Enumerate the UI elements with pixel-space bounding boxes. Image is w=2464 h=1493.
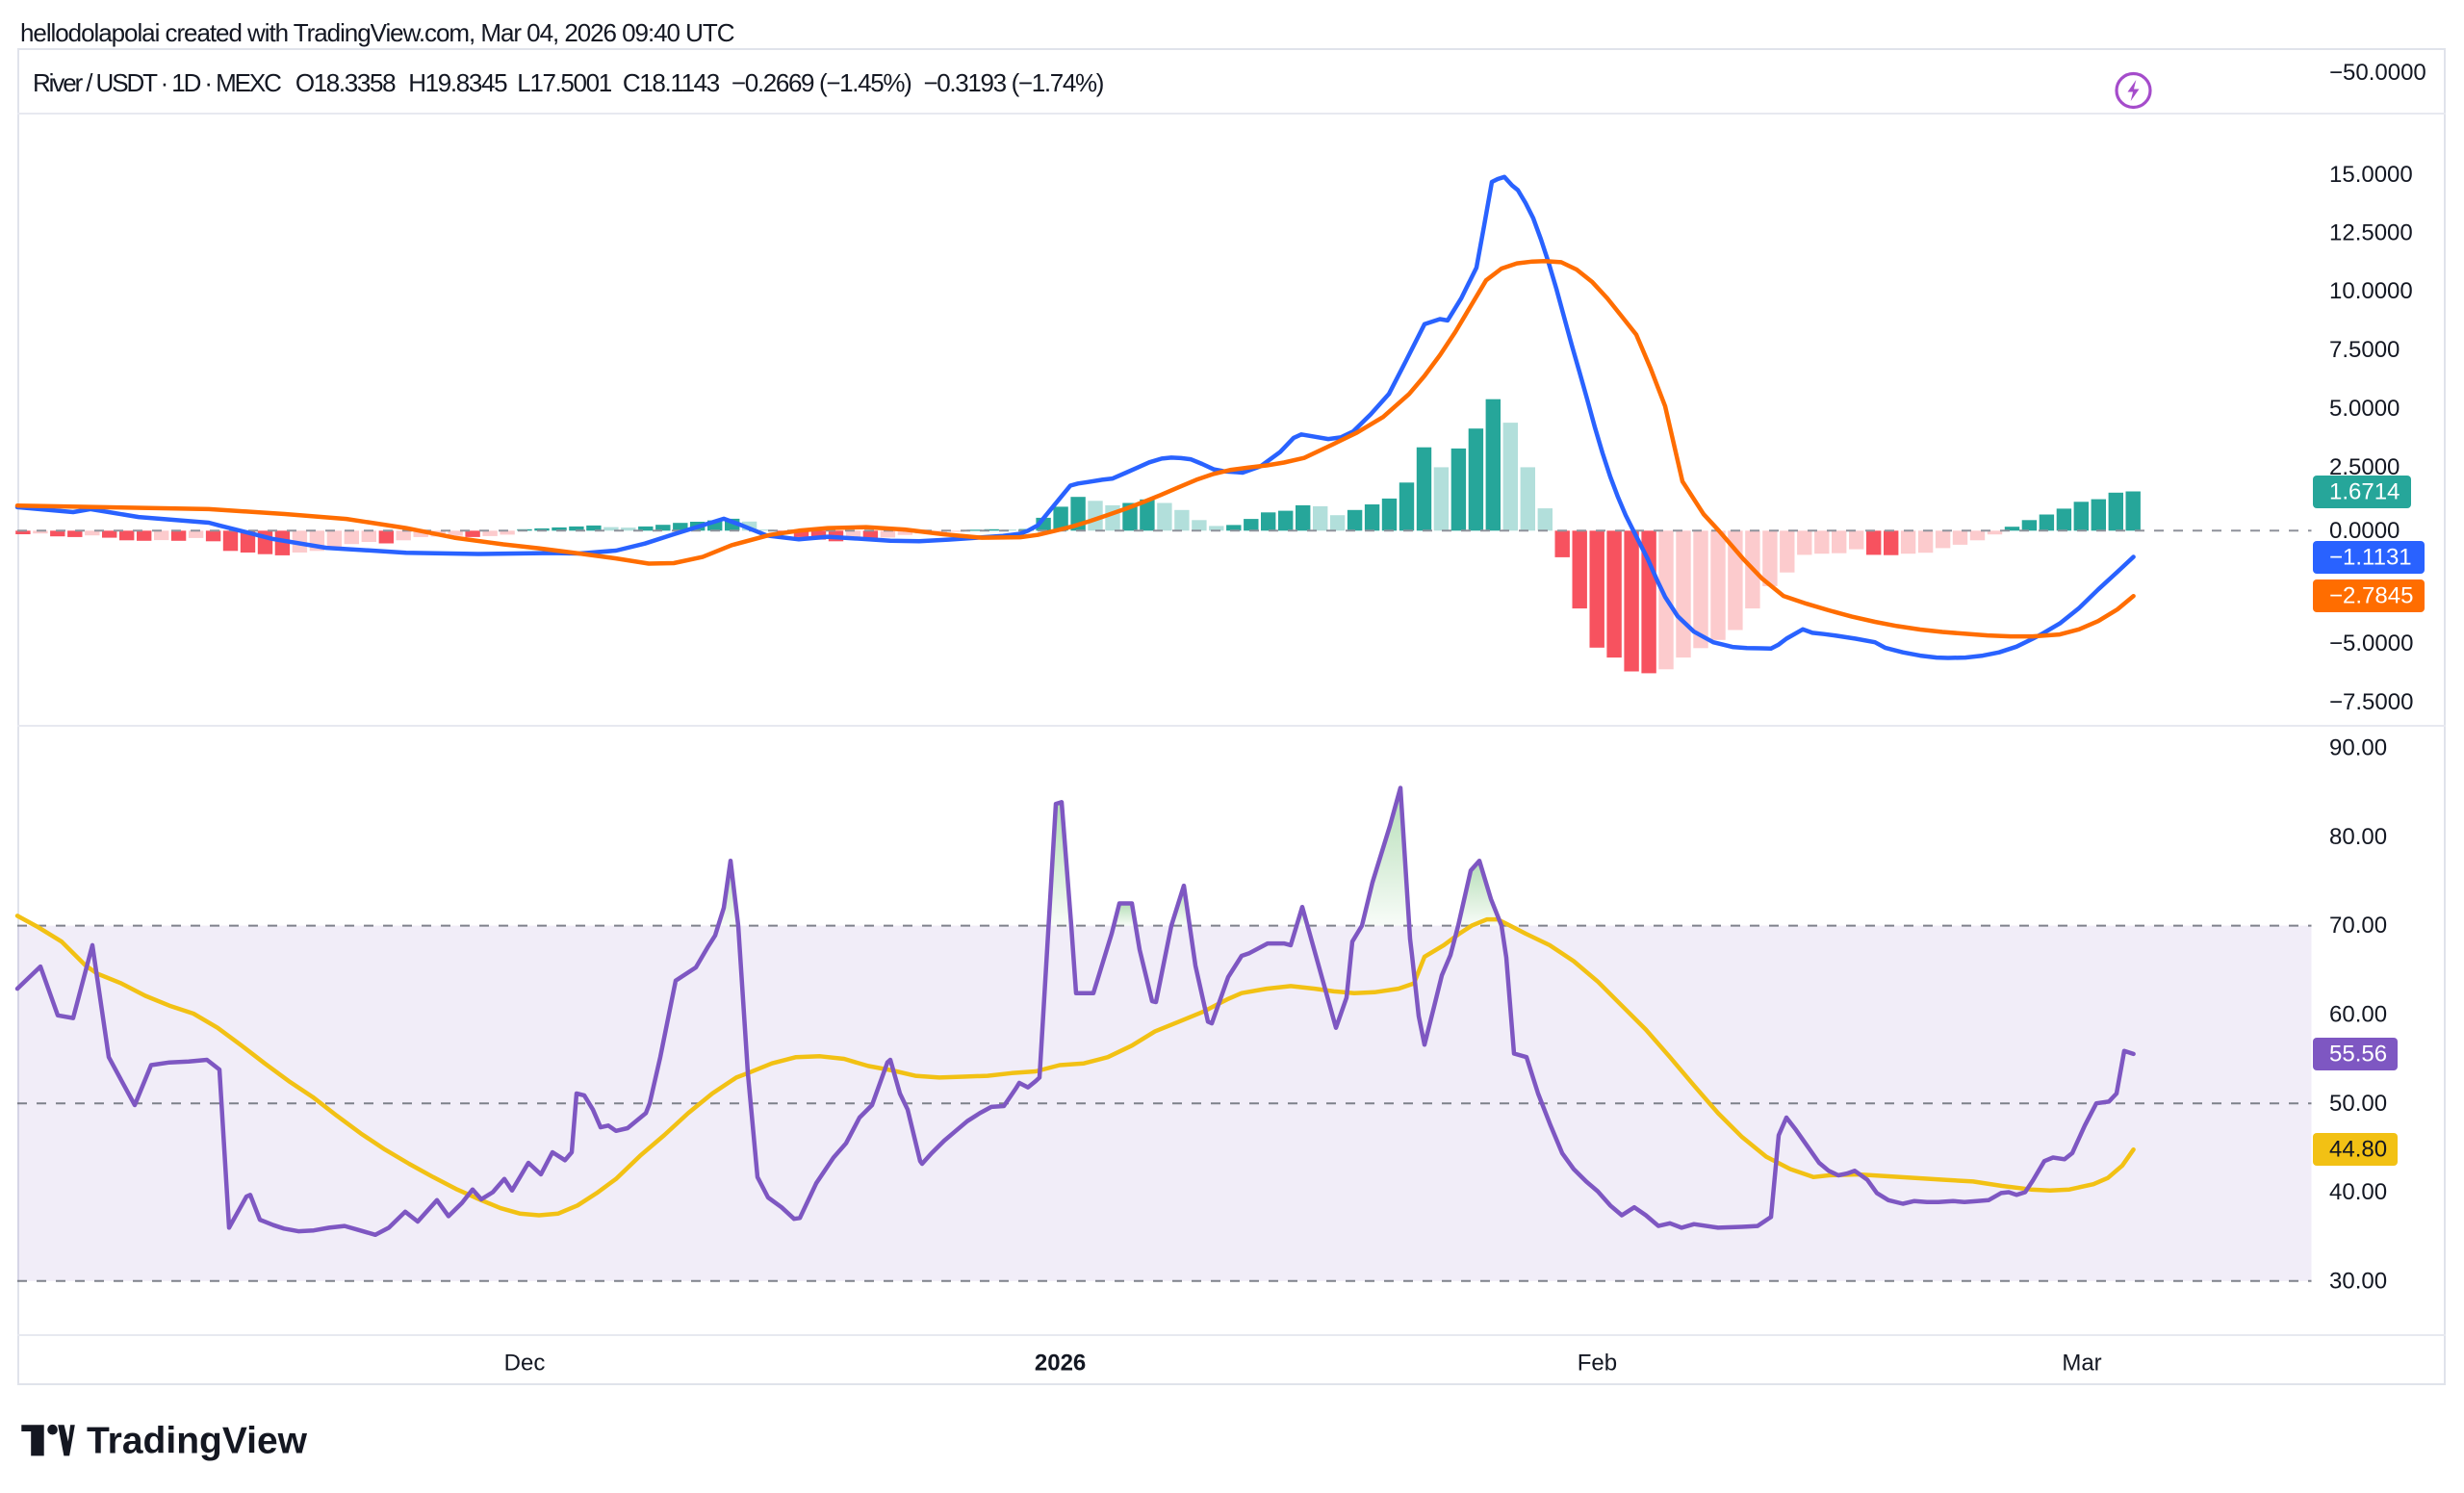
svg-text:−50.0000: −50.0000 [2329, 60, 2426, 86]
svg-text:Mar: Mar [2062, 1351, 2101, 1377]
svg-text:55.56: 55.56 [2329, 1042, 2387, 1068]
svg-text:−7.5000: −7.5000 [2329, 689, 2413, 715]
svg-text:60.00: 60.00 [2329, 1002, 2387, 1028]
svg-text:−2.7845: −2.7845 [2329, 583, 2413, 609]
svg-text:TradingView: TradingView [87, 1421, 308, 1462]
svg-text:40.00: 40.00 [2329, 1179, 2387, 1205]
svg-text:10.0000: 10.0000 [2329, 278, 2413, 304]
svg-text:0.0000: 0.0000 [2329, 518, 2400, 544]
svg-text:50.00: 50.00 [2329, 1091, 2387, 1117]
svg-text:2026: 2026 [1035, 1351, 1086, 1377]
svg-text:30.00: 30.00 [2329, 1269, 2387, 1295]
svg-text:5.0000: 5.0000 [2329, 396, 2400, 422]
svg-text:−1.1131: −1.1131 [2329, 545, 2412, 571]
svg-text:80.00: 80.00 [2329, 824, 2387, 850]
svg-text:90.00: 90.00 [2329, 735, 2387, 761]
svg-text:70.00: 70.00 [2329, 913, 2387, 939]
svg-text:12.5000: 12.5000 [2329, 220, 2413, 246]
svg-text:1.6714: 1.6714 [2329, 479, 2400, 505]
svg-text:Dec: Dec [504, 1351, 546, 1377]
svg-text:Feb: Feb [1578, 1351, 1617, 1377]
svg-text:44.80: 44.80 [2329, 1137, 2387, 1163]
svg-text:7.5000: 7.5000 [2329, 337, 2400, 363]
svg-text:15.0000: 15.0000 [2329, 162, 2413, 188]
svg-text:−5.0000: −5.0000 [2329, 631, 2413, 656]
